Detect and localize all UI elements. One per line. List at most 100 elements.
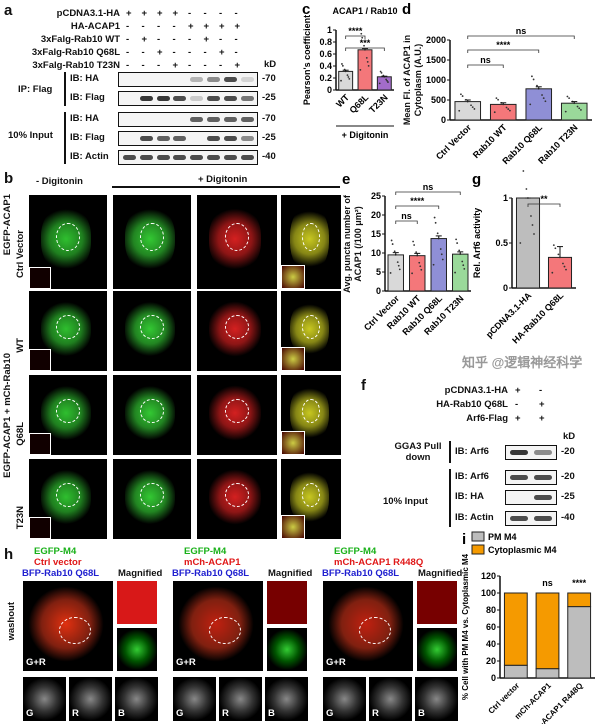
data-point xyxy=(493,111,496,114)
blot-band xyxy=(156,155,170,160)
western-blot xyxy=(505,490,557,505)
micrograph xyxy=(196,458,278,540)
data-point xyxy=(495,97,498,100)
sign: - xyxy=(188,47,192,58)
y-tick-label: 0.6 xyxy=(319,49,332,59)
y-tick-label: 0 xyxy=(376,286,381,296)
data-point xyxy=(557,253,560,256)
merge-label: G+R xyxy=(176,657,196,668)
channel-b: B xyxy=(414,676,459,722)
y-tick-label: 0 xyxy=(441,115,446,125)
sign: - xyxy=(141,60,145,71)
panel-label: d xyxy=(402,1,411,18)
sign: + xyxy=(157,8,163,19)
data-point xyxy=(436,232,439,235)
data-point xyxy=(398,268,401,271)
ib-label: IB: Actin xyxy=(455,512,494,523)
blot-band xyxy=(207,96,220,101)
data-point xyxy=(562,262,564,265)
sign: + xyxy=(203,34,210,45)
data-point xyxy=(529,103,532,106)
y-tick-label: 0.5 xyxy=(495,238,508,248)
blot-band xyxy=(190,77,204,82)
data-point xyxy=(415,251,418,254)
blot-band xyxy=(123,155,136,160)
blot-band xyxy=(534,516,552,521)
y-tick-label: 80 xyxy=(486,605,496,615)
sign: + xyxy=(234,21,241,32)
blot-band xyxy=(156,136,170,141)
data-point xyxy=(348,77,351,80)
y-tick-label: 20 xyxy=(371,210,381,220)
sign: - xyxy=(126,34,130,45)
data-point xyxy=(441,258,444,261)
blot-band xyxy=(207,117,220,122)
nucleus-outline xyxy=(140,223,164,252)
significance-bracket xyxy=(395,205,440,209)
sign: + xyxy=(188,21,194,32)
bar-segment xyxy=(503,592,528,666)
ib-label: IB: HA xyxy=(70,73,100,84)
magnified-green xyxy=(266,627,308,672)
channel-label: R xyxy=(72,708,79,719)
channel-r: R xyxy=(68,676,113,722)
sign: - xyxy=(126,47,130,58)
data-point xyxy=(458,109,461,112)
data-point xyxy=(397,264,400,267)
nucleus-outline xyxy=(56,223,80,252)
panel-label: c xyxy=(302,1,310,18)
sign: - xyxy=(234,34,238,45)
channel-label: R xyxy=(372,708,379,719)
panel-label: a xyxy=(4,2,13,19)
label-blue: BFP-Rab10 Q68L xyxy=(22,568,100,579)
input-label: 10% Input xyxy=(383,496,428,507)
significance-bracket xyxy=(395,220,418,224)
data-point xyxy=(462,264,465,267)
data-point xyxy=(418,261,421,264)
kd-marker: -25 xyxy=(262,92,276,103)
data-point xyxy=(530,215,532,217)
bar-segment xyxy=(503,664,528,679)
sign: - xyxy=(141,47,145,58)
nucleus-outline xyxy=(302,223,320,252)
sign: + xyxy=(219,47,225,58)
blot-band xyxy=(139,136,153,141)
label-red: Ctrl vector xyxy=(34,557,82,568)
label-red: mCh-ACAP1 xyxy=(184,557,241,568)
minus-digitonin-label: - Digitonin xyxy=(36,176,83,187)
data-point xyxy=(565,268,567,271)
blot-band xyxy=(534,475,552,480)
channel-label: G xyxy=(326,708,334,719)
magnified-red xyxy=(116,580,158,625)
data-point xyxy=(389,272,392,274)
sign: - xyxy=(539,385,543,396)
significance-bracket xyxy=(467,64,504,68)
nucleus-outline xyxy=(140,399,164,423)
micrograph xyxy=(112,290,192,372)
chart-c: c ACAP1 / Rab10 0 0.2 0.4 0.6 0.8 1 Pearson's co… xyxy=(302,1,398,140)
channel-g: G xyxy=(172,676,217,722)
kd-marker: -40 xyxy=(262,151,276,162)
y-axis-label: Rel. Arf6 activity xyxy=(472,208,482,278)
significance-label: ns xyxy=(401,211,412,221)
bar-segment xyxy=(535,668,560,679)
divider xyxy=(112,186,340,188)
sign: + xyxy=(141,34,148,45)
channel-g: G xyxy=(22,676,67,722)
data-point xyxy=(532,78,535,81)
y-tick-label: 0.8 xyxy=(319,37,332,47)
y-tick-label: 0 xyxy=(491,673,496,683)
condition-label: 3xFalg-Rab10 Q68L xyxy=(31,47,120,58)
micrograph xyxy=(28,374,108,456)
label-red: mCh-ACAP1 R448Q xyxy=(334,557,424,568)
data-point xyxy=(507,108,510,110)
nucleus-outline xyxy=(302,315,320,339)
sign: + xyxy=(126,8,132,19)
sign: - xyxy=(172,47,176,58)
label-green: EGFP-M4 xyxy=(334,546,377,557)
kd-marker: -25 xyxy=(262,132,276,143)
y-tick-label: 5 xyxy=(376,267,381,277)
data-point xyxy=(552,244,555,247)
condition-label: Arf6-Flag xyxy=(466,413,508,424)
sign: - xyxy=(172,34,176,45)
